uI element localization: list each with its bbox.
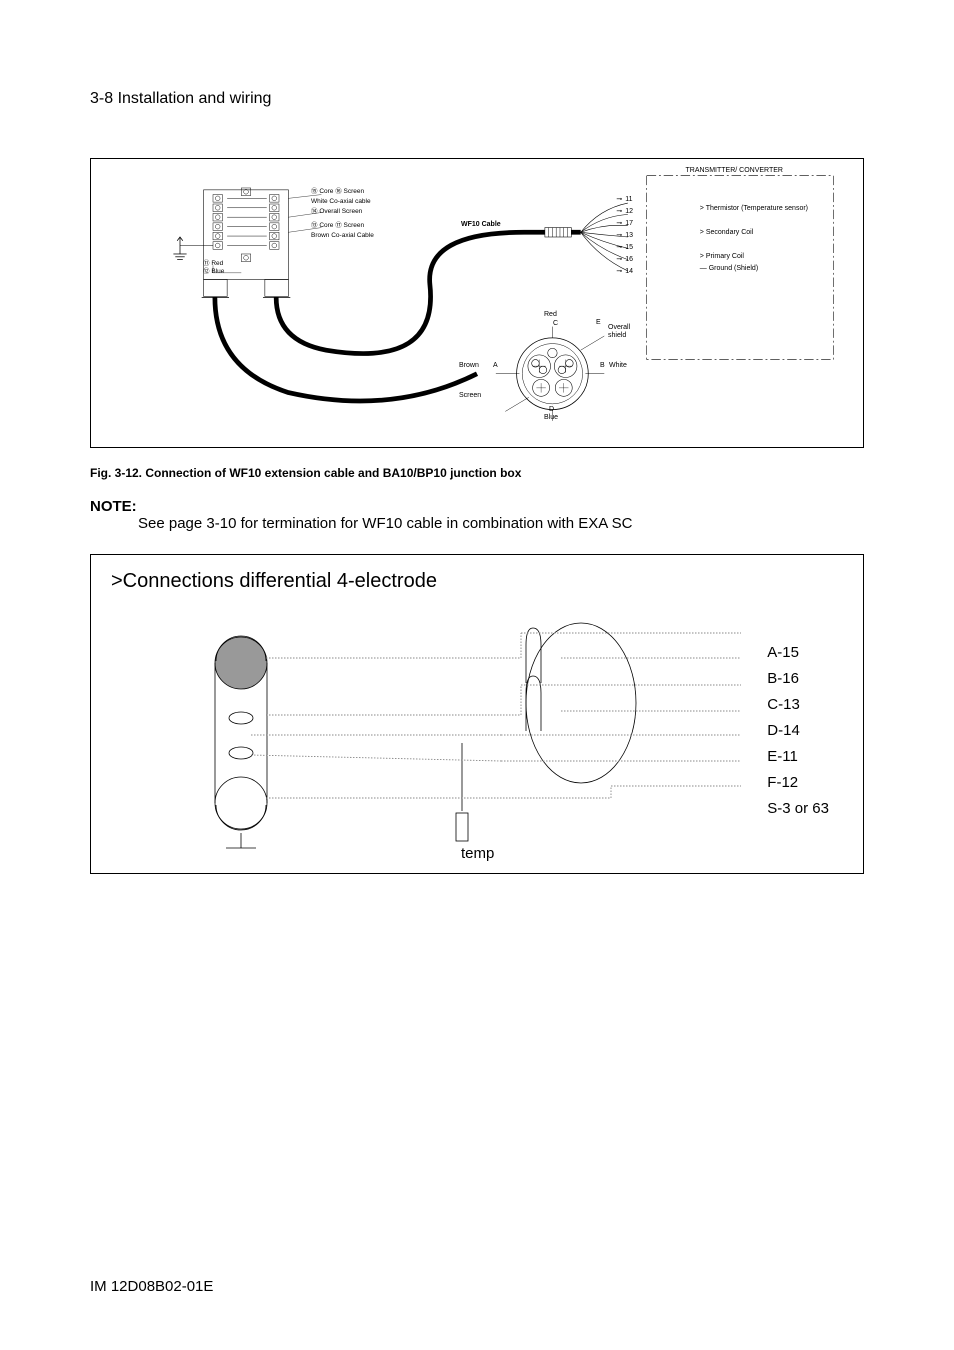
page-footer: IM 12D08B02-01E xyxy=(90,1278,213,1295)
terminal-descriptions: > Thermistor (Temperature sensor) > Seco… xyxy=(700,197,808,275)
figure-2-svg xyxy=(111,603,831,863)
note-label: NOTE: xyxy=(90,498,137,515)
pin-d14: D-14 xyxy=(767,718,829,744)
junction-line-2: ⑭ Overall Screen xyxy=(311,207,374,217)
figure-2-title: >Connections differential 4-electrode xyxy=(111,570,843,593)
junction-line-4: ⑪ Red ⑫ Blue xyxy=(203,260,224,276)
desc-secondary: > Secondary Coil xyxy=(700,227,808,239)
terminal-15: ⊸15 xyxy=(616,242,633,254)
terminal-list: ⊸11 ⊸12 ⊸17 ⊸13 ⊸15 ⊸16 ⊸14 xyxy=(616,194,633,278)
page-header: 3-8 Installation and wiring xyxy=(90,90,864,108)
cross-c: C xyxy=(553,320,558,327)
note-text: See page 3-10 for termination for WF10 c… xyxy=(138,515,864,532)
cross-blue: Blue xyxy=(544,414,558,421)
desc-thermistor: > Thermistor (Temperature sensor) xyxy=(700,203,808,215)
junction-line-3-sub: Brown Co-axial Cable xyxy=(311,231,374,241)
page-container: 3-8 Installation and wiring TRANSMITTER/… xyxy=(0,0,954,1350)
figure-1-caption: Fig. 3-12. Connection of WF10 extension … xyxy=(90,466,864,480)
transmitter-label: TRANSMITTER/ CONVERTER xyxy=(686,167,784,174)
note-block: NOTE: See page 3-10 for termination for … xyxy=(90,498,864,532)
figure-1-box: TRANSMITTER/ CONVERTER xyxy=(90,158,864,448)
pin-b16: B-16 xyxy=(767,666,829,692)
terminal-13: ⊸13 xyxy=(616,230,633,242)
terminal-16: ⊸16 xyxy=(616,254,633,266)
pin-labels: A-15 B-16 C-13 D-14 E-11 F-12 S-3 or 63 xyxy=(767,640,829,822)
junction-line-1: ⑮ Core ⑯ Screen xyxy=(311,187,374,197)
junction-line-3: ⑬ Core ⑰ Screen xyxy=(311,221,374,231)
figure-2-box: >Connections differential 4-electrode xyxy=(90,554,864,874)
junction-line-1-sub: White Co-axial cable xyxy=(311,197,374,207)
cross-a: A xyxy=(493,362,498,369)
cross-red: Red xyxy=(544,311,557,318)
pin-f12: F-12 xyxy=(767,770,829,796)
cross-white: White xyxy=(609,362,627,369)
junction-box-labels: ⑮ Core ⑯ Screen White Co-axial cable ⑭ O… xyxy=(311,187,374,241)
desc-ground: — Ground (Shield) xyxy=(700,263,808,275)
pin-e11: E-11 xyxy=(767,744,829,770)
temp-label: temp xyxy=(461,845,494,862)
pin-a15: A-15 xyxy=(767,640,829,666)
cross-screen: Screen xyxy=(459,392,481,399)
terminal-17: ⊸17 xyxy=(616,218,633,230)
desc-primary: > Primary Coil xyxy=(700,251,808,263)
cable-label: WF10 Cable xyxy=(461,221,501,228)
cross-brown: Brown xyxy=(459,362,479,369)
cross-shield: Overallshield xyxy=(608,324,630,340)
terminal-11: ⊸11 xyxy=(616,194,633,206)
cross-e: E xyxy=(596,319,601,326)
terminal-12: ⊸12 xyxy=(616,206,633,218)
pin-s3: S-3 or 63 xyxy=(767,796,829,822)
cross-b: B xyxy=(600,362,605,369)
cross-d: D xyxy=(549,406,554,413)
pin-c13: C-13 xyxy=(767,692,829,718)
terminal-14: ⊸14 xyxy=(616,266,633,278)
